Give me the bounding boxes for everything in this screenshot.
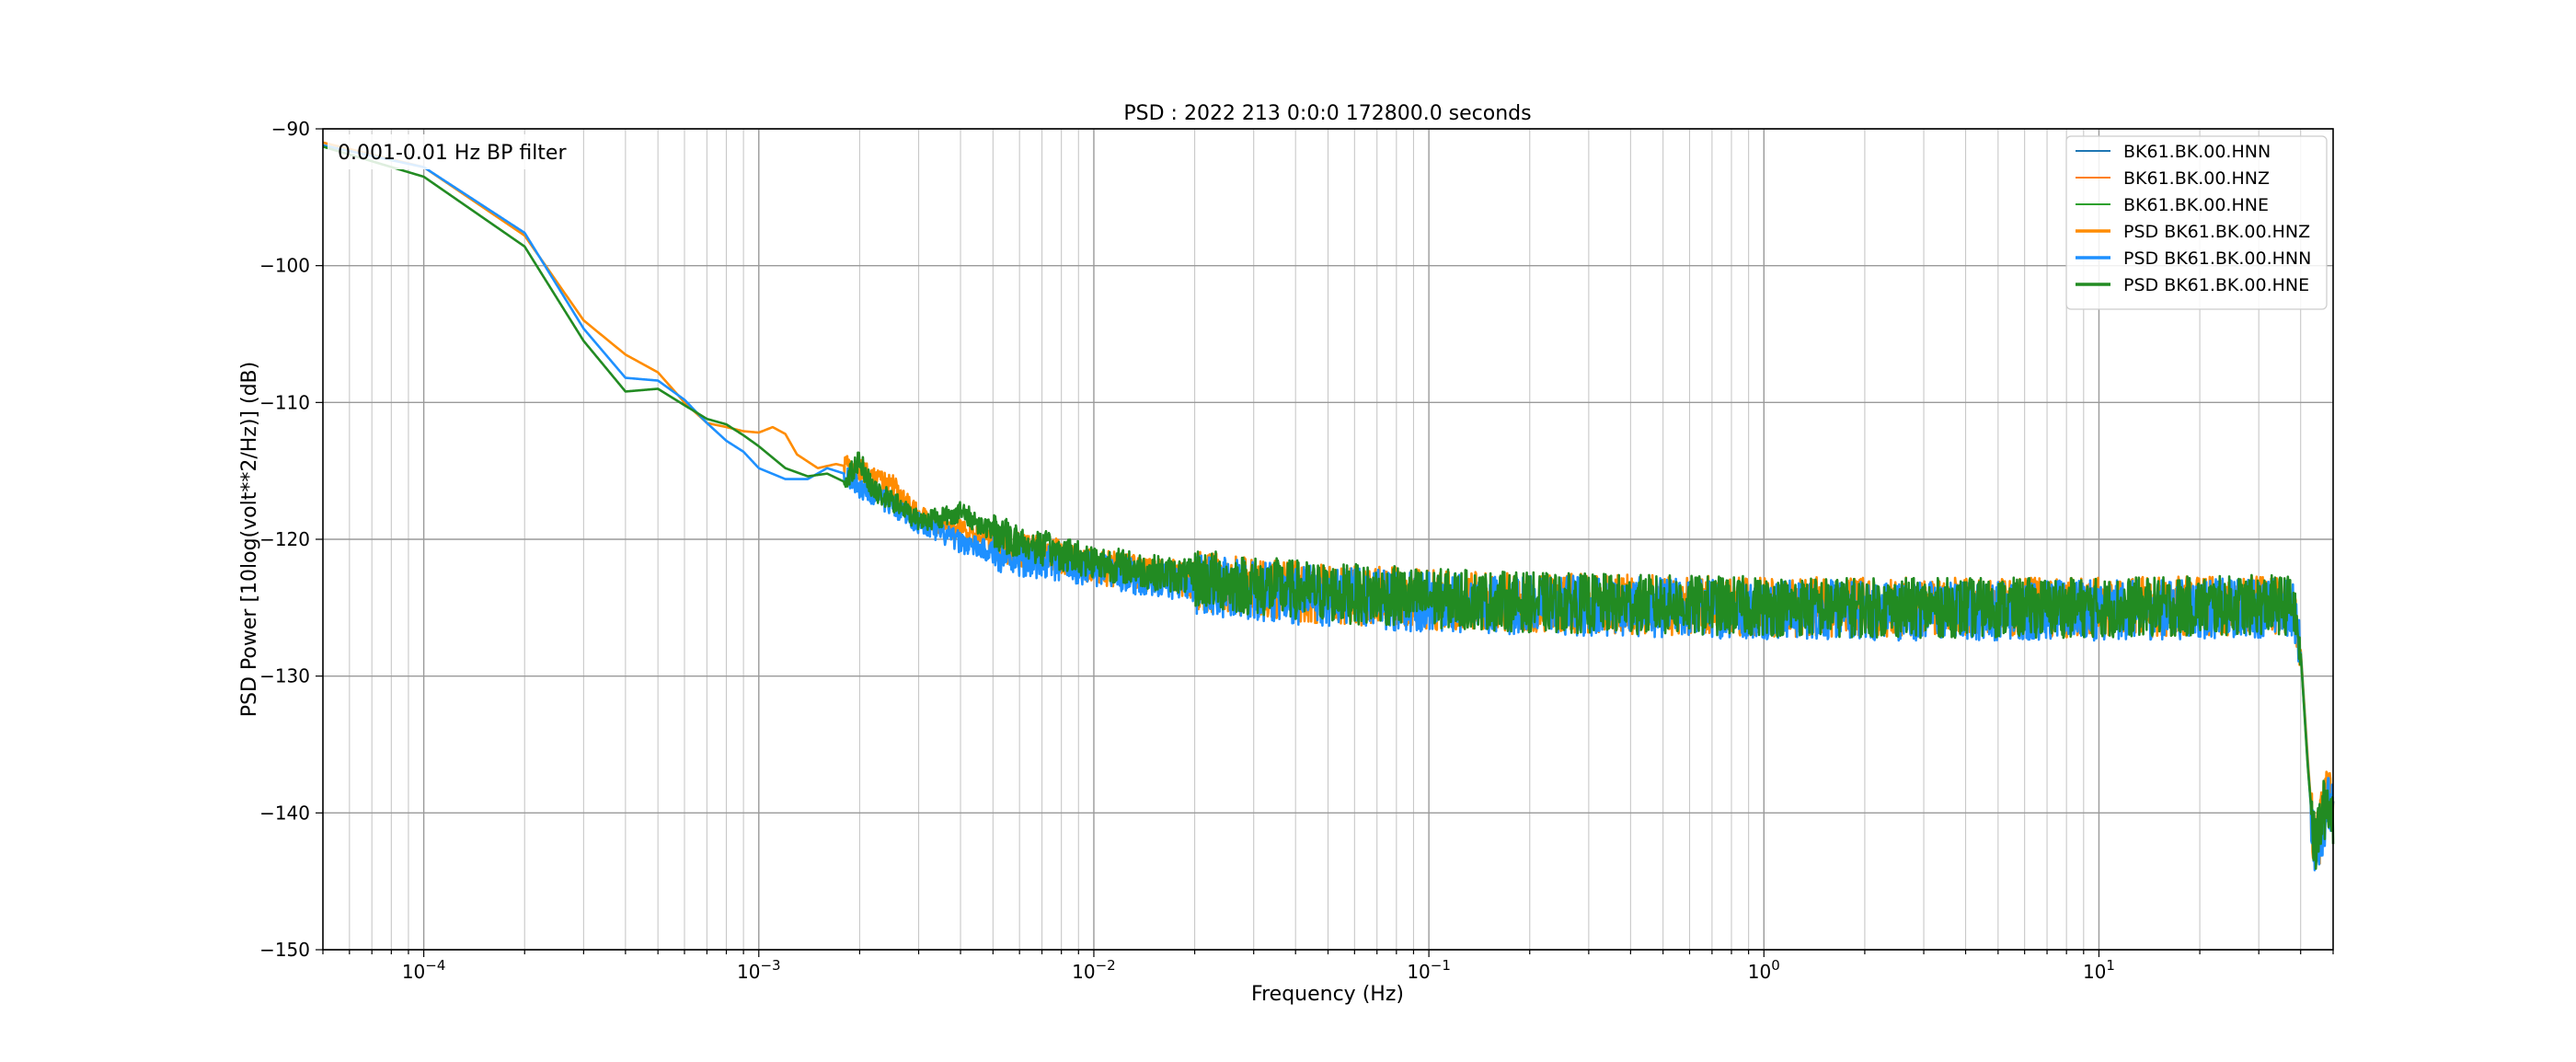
legend-label: PSD BK61.BK.00.HNN	[2123, 248, 2311, 269]
x-tick-label: 101	[2083, 957, 2115, 983]
axis-ticks: −90 −100 −110 −120 −130 −140 −150 10−4 10−3 10−2 1…	[259, 118, 2334, 983]
x-tick-label: 10−3	[737, 957, 781, 983]
legend: BK61.BK.00.HNN BK61.BK.00.HNZ BK61.BK.00.H…	[2065, 135, 2328, 310]
x-tick-label: 10−2	[1072, 957, 1116, 983]
y-axis-label: PSD Power [10log(volt**2/Hz)] (dB)	[238, 362, 261, 717]
filter-annotation: 0.001-0.01 Hz BP filter	[338, 142, 567, 165]
legend-label: PSD BK61.BK.00.HNE	[2123, 275, 2309, 295]
grid	[322, 128, 2334, 951]
legend-label: PSD BK61.BK.00.HNZ	[2123, 222, 2310, 242]
legend-box	[2065, 135, 2328, 310]
y-tick-label: −100	[259, 255, 310, 277]
x-tick-label: 10−1	[1407, 957, 1451, 983]
series-line	[322, 145, 2335, 871]
x-tick-label: 100	[1748, 957, 1780, 983]
series-group	[322, 141, 2335, 872]
chart-title: PSD : 2022 213 0:0:0 172800.0 seconds	[1123, 102, 1531, 125]
y-tick-label: −90	[271, 118, 310, 140]
x-axis-label: Frequency (Hz)	[1251, 983, 1404, 1006]
legend-label: BK61.BK.00.HNN	[2123, 142, 2271, 162]
y-tick-label: −120	[259, 528, 310, 550]
x-tick-label: 10−4	[402, 957, 446, 983]
legend-label: BK61.BK.00.HNZ	[2123, 168, 2270, 189]
y-tick-label: −130	[259, 665, 310, 687]
legend-label: BK61.BK.00.HNE	[2123, 195, 2269, 215]
y-tick-label: −150	[259, 939, 310, 961]
y-tick-label: −140	[259, 802, 310, 824]
annotation-box	[328, 134, 581, 169]
y-tick-label: −110	[259, 391, 310, 413]
